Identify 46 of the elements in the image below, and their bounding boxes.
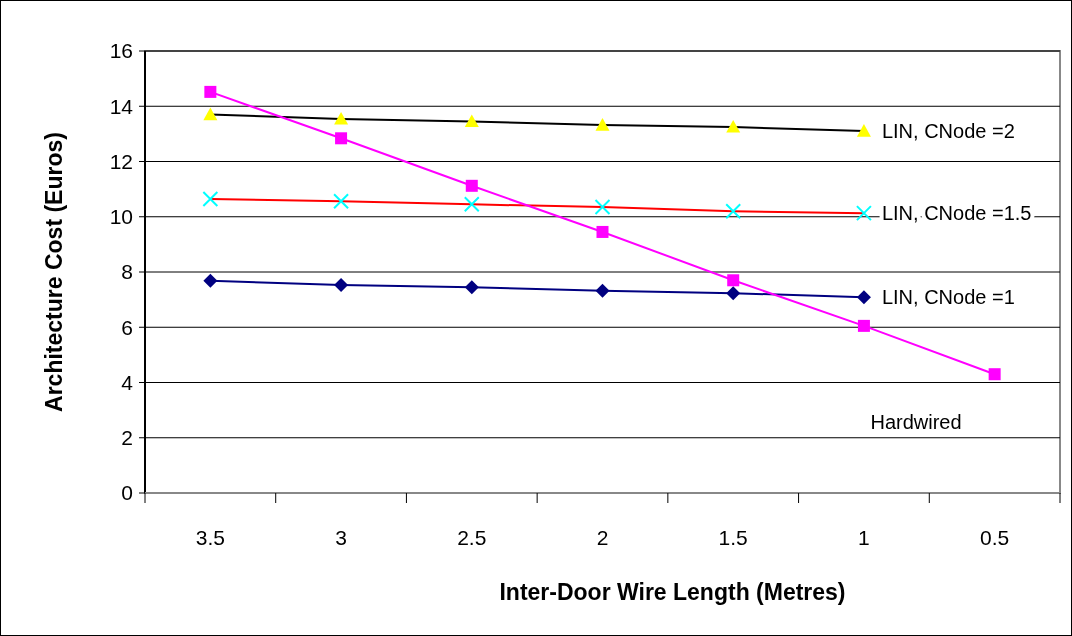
point <box>203 273 218 288</box>
point <box>203 107 218 121</box>
point <box>463 196 480 213</box>
point <box>856 124 871 137</box>
point <box>333 193 350 210</box>
text: Hardwired <box>870 411 962 434</box>
point <box>857 319 870 332</box>
y-tick-label: 10 <box>109 205 133 229</box>
x-tick-label: 1 <box>858 526 870 549</box>
point <box>202 191 219 208</box>
point <box>988 368 1001 381</box>
point <box>726 286 741 301</box>
y-tick-label: 14 <box>109 94 134 118</box>
y-tick-label: 16 <box>109 39 133 63</box>
point <box>334 111 349 125</box>
x-tick-label: 3 <box>335 526 347 549</box>
series-label: LIN, CNode =1 <box>881 286 1015 309</box>
point <box>855 205 872 222</box>
point <box>726 119 741 133</box>
point <box>595 118 610 131</box>
series-label: LIN, CNode =2 <box>881 120 1015 143</box>
x-tick-label: 0.5 <box>980 526 1010 549</box>
point <box>334 277 349 292</box>
x-tick-label: 2 <box>596 526 609 549</box>
y-tick-label: 0 <box>121 481 133 505</box>
point <box>595 283 610 298</box>
y-tick-label: 6 <box>121 315 133 339</box>
x-tick-label: 2.5 <box>457 526 487 549</box>
point <box>204 85 217 98</box>
y-tick-label: 2 <box>121 426 133 450</box>
point <box>727 274 740 287</box>
x-tick-label: 1.5 <box>718 526 748 549</box>
point <box>465 179 478 192</box>
y-tick-label: 4 <box>121 370 134 394</box>
point <box>464 280 479 295</box>
point <box>725 203 742 220</box>
point <box>594 199 611 216</box>
y-axis-title: Architecture Cost (Euros) <box>41 132 67 412</box>
x-axis-title: Inter-Door Wire Length (Metres) <box>499 579 846 605</box>
point <box>464 114 479 128</box>
point <box>335 132 348 145</box>
y-tick-label: 8 <box>121 260 133 284</box>
point <box>856 290 871 305</box>
x-tick-label: 3.5 <box>195 526 225 549</box>
y-tick-label: 12 <box>109 149 133 173</box>
point <box>596 225 609 238</box>
